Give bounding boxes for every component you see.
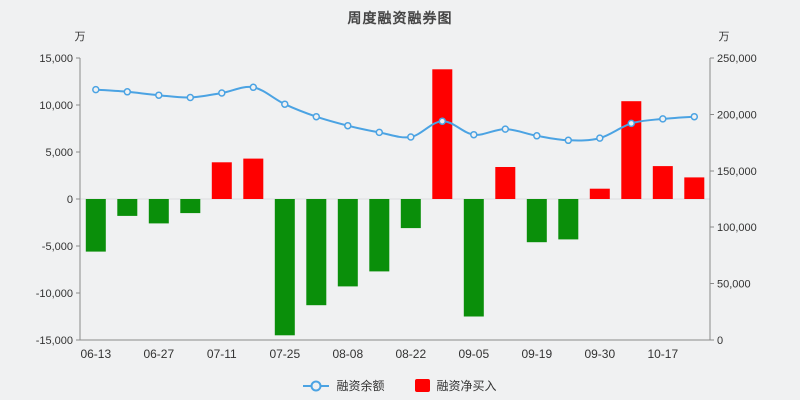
bar-series-icon <box>414 379 430 392</box>
right-axis-tick-label: 200,000 <box>717 109 757 121</box>
x-axis-tick-label: 08-22 <box>395 347 426 361</box>
net-buy-bar <box>117 199 138 216</box>
right-axis-tick-label: 50,000 <box>717 279 751 291</box>
x-axis-tick-label: 07-11 <box>207 347 237 361</box>
balance-line-marker <box>281 100 289 108</box>
chart-title: 周度融资融券图 <box>347 10 453 26</box>
right-axis-tick-label: 100,000 <box>717 222 757 234</box>
net-buy-bar <box>684 177 705 199</box>
balance-line-marker <box>249 83 258 92</box>
net-buy-bar <box>369 199 390 272</box>
x-axis-tick-label: 10-17 <box>647 347 678 361</box>
balance-line-marker <box>564 136 573 145</box>
legend-label-net-buy: 融资净买入 <box>436 379 497 393</box>
balance-line-marker <box>596 134 604 142</box>
net-buy-bar <box>148 199 169 224</box>
balance-line-marker <box>438 117 447 125</box>
x-axis-tick-label: 09-30 <box>584 347 615 361</box>
balance-line-marker <box>470 130 478 139</box>
balance-line-marker <box>155 91 163 99</box>
balance-line-marker <box>533 132 541 140</box>
net-buy-bar <box>274 199 295 336</box>
net-buy-bar <box>463 199 484 317</box>
legend-label-balance: 融资余额 <box>336 379 385 393</box>
net-buy-bar <box>400 199 421 229</box>
x-axis-tick-label: 07-25 <box>269 347 300 361</box>
net-buy-bar <box>306 199 327 306</box>
net-buy-bar <box>337 199 358 287</box>
balance-line-marker <box>501 125 510 133</box>
balance-line-marker <box>627 119 636 128</box>
left-axis-tick-label: 15,000 <box>39 53 73 65</box>
balance-line-marker <box>92 85 100 94</box>
balance-line-marker <box>659 115 667 123</box>
x-axis-tick-label: 09-05 <box>458 347 489 361</box>
balance-line-marker <box>123 88 132 96</box>
balance-line-marker <box>375 128 384 137</box>
left-axis-tick-label: 0 <box>67 194 73 206</box>
net-buy-bar <box>589 188 610 199</box>
balance-line-marker <box>407 133 415 141</box>
balance-line-marker <box>690 112 699 121</box>
x-axis-tick-label: 09-19 <box>521 347 552 361</box>
net-buy-bar <box>432 69 453 199</box>
balance-line-marker <box>218 89 226 97</box>
legend: 融资余额 融资净买入 <box>0 377 800 394</box>
net-buy-bar <box>621 101 642 199</box>
left-axis-tick-label: -15,000 <box>36 335 73 347</box>
legend-item-balance[interactable]: 融资余额 <box>303 377 385 394</box>
left-axis-tick-label: 10,000 <box>39 100 73 112</box>
net-buy-bar <box>526 199 547 243</box>
balance-line-marker <box>344 121 352 130</box>
x-axis-tick-label: 08-08 <box>332 347 363 361</box>
right-axis-unit-label: 万 <box>719 31 730 43</box>
right-axis-tick-label: 0 <box>717 335 723 347</box>
net-buy-bar <box>558 199 579 240</box>
left-axis-tick-label: -10,000 <box>36 288 73 300</box>
right-axis-tick-label: 250,000 <box>717 53 757 65</box>
net-buy-bar <box>211 162 232 199</box>
right-axis-tick-label: 150,000 <box>717 166 757 178</box>
line-series-icon <box>303 384 330 387</box>
balance-line-marker <box>312 112 321 121</box>
net-buy-bar <box>85 199 106 252</box>
balance-line-marker <box>186 93 195 102</box>
net-buy-bar <box>652 166 673 199</box>
net-buy-bar <box>180 199 201 214</box>
left-axis-tick-label: 5,000 <box>45 147 73 159</box>
x-axis-tick-label: 06-27 <box>143 347 174 361</box>
net-buy-bar <box>243 158 264 199</box>
x-axis-tick-label: 06-13 <box>80 347 111 361</box>
left-axis-unit-label: 万 <box>75 31 86 43</box>
legend-item-net-buy[interactable]: 融资净买入 <box>414 377 497 394</box>
balance-line <box>94 85 696 142</box>
net-buy-bar <box>495 167 516 199</box>
left-axis-tick-label: -5,000 <box>42 241 73 253</box>
